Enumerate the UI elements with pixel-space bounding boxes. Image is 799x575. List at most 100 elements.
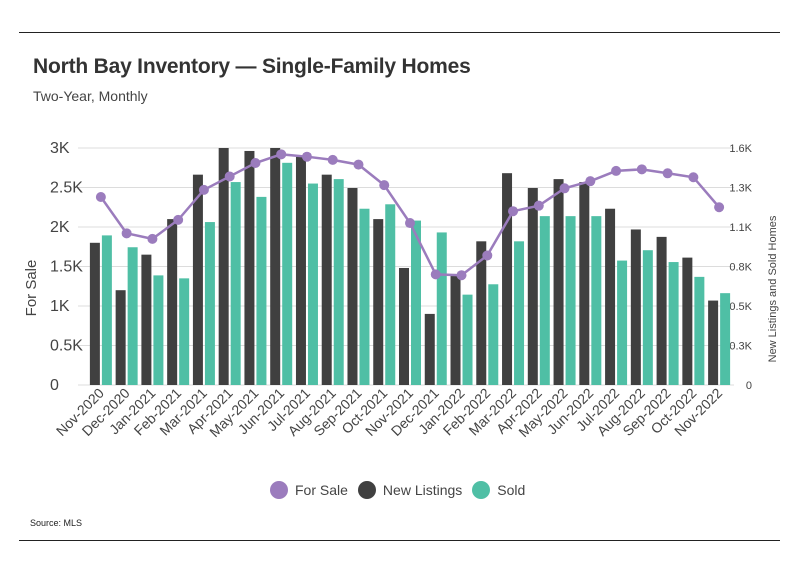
bar-sold bbox=[488, 284, 499, 385]
bar-sold bbox=[179, 278, 190, 385]
y-tick-label: 2.5K bbox=[50, 180, 83, 197]
y-tick-label: 2K bbox=[50, 219, 70, 236]
bar-sold bbox=[411, 220, 421, 385]
bar-new-listings bbox=[141, 254, 152, 385]
point-for-sale bbox=[327, 154, 338, 165]
bar-new-listings bbox=[192, 174, 203, 385]
legend-item-for-sale[interactable]: For Sale bbox=[270, 481, 348, 499]
y2-tick-label: 0 bbox=[746, 380, 752, 392]
point-for-sale bbox=[224, 171, 235, 182]
point-for-sale bbox=[533, 200, 544, 211]
bar-sold bbox=[127, 247, 138, 385]
y2-tick-label: 0.5K bbox=[729, 301, 752, 313]
bar-new-listings bbox=[605, 208, 616, 385]
y2-tick-label: 1.3K bbox=[729, 183, 752, 195]
bar-new-listings bbox=[321, 174, 332, 385]
bar-new-listings bbox=[553, 179, 564, 385]
bar-new-listings bbox=[476, 241, 487, 385]
bar-sold bbox=[720, 293, 731, 385]
bar-new-listings bbox=[502, 173, 513, 385]
point-for-sale bbox=[559, 183, 570, 194]
bar-sold bbox=[462, 294, 473, 385]
point-for-sale bbox=[636, 164, 647, 175]
top-rule bbox=[19, 32, 780, 33]
bar-new-listings bbox=[167, 219, 178, 385]
bar-sold bbox=[642, 250, 653, 385]
bar-sold bbox=[153, 275, 164, 385]
bar-new-listings bbox=[295, 156, 306, 385]
bar-new-listings bbox=[527, 187, 538, 385]
point-for-sale bbox=[405, 218, 415, 229]
bar-new-listings bbox=[244, 150, 255, 385]
y-tick-label: 0 bbox=[50, 377, 59, 394]
bar-sold bbox=[230, 182, 241, 385]
y-axis-title: For Sale bbox=[23, 260, 40, 317]
chart-legend: For Sale New Listings Sold bbox=[270, 478, 535, 502]
y2-tick-label: 1.6K bbox=[729, 143, 752, 155]
point-for-sale bbox=[688, 172, 699, 183]
bar-new-listings bbox=[656, 236, 667, 385]
y2-tick-label: 0.3K bbox=[729, 341, 752, 353]
y2-tick-label: 1.1K bbox=[729, 222, 752, 234]
bar-new-listings bbox=[682, 257, 693, 385]
bar-sold bbox=[668, 262, 679, 385]
point-for-sale bbox=[250, 158, 261, 169]
bar-new-listings bbox=[630, 229, 641, 385]
bar-new-listings bbox=[399, 267, 409, 385]
bar-sold bbox=[385, 204, 396, 385]
bar-new-listings bbox=[347, 187, 358, 385]
point-for-sale bbox=[482, 250, 493, 261]
chart-title: North Bay Inventory — Single-Family Home… bbox=[33, 55, 471, 78]
legend-item-new-listings[interactable]: New Listings bbox=[357, 481, 463, 499]
bar-sold bbox=[204, 222, 215, 385]
point-for-sale bbox=[611, 165, 622, 176]
legend-swatch-new-listings bbox=[357, 481, 376, 499]
bar-sold bbox=[101, 235, 112, 385]
bar-sold bbox=[591, 216, 602, 385]
bar-new-listings bbox=[218, 148, 229, 385]
legend-label-new-listings: New Listings bbox=[382, 482, 463, 498]
bar-sold bbox=[514, 241, 525, 385]
point-for-sale bbox=[198, 184, 209, 195]
bar-new-listings bbox=[424, 313, 435, 385]
bar-sold bbox=[694, 276, 705, 385]
bar-sold bbox=[256, 196, 267, 385]
legend-item-sold[interactable]: Sold bbox=[472, 481, 525, 499]
bar-sold bbox=[436, 232, 447, 385]
bar-sold bbox=[307, 183, 318, 385]
point-for-sale bbox=[430, 269, 441, 280]
point-for-sale bbox=[121, 228, 132, 239]
bottom-rule bbox=[19, 540, 780, 541]
bar-sold bbox=[359, 208, 370, 385]
point-for-sale bbox=[662, 168, 673, 179]
point-for-sale bbox=[147, 233, 158, 244]
point-for-sale bbox=[173, 214, 184, 225]
bar-new-listings bbox=[89, 242, 100, 385]
y-tick-label: 1.5K bbox=[50, 259, 83, 276]
y-tick-label: 0.5K bbox=[50, 338, 83, 355]
point-for-sale bbox=[95, 191, 106, 202]
point-for-sale bbox=[353, 159, 364, 170]
y-tick-label: 1K bbox=[50, 298, 70, 315]
legend-label-for-sale: For Sale bbox=[295, 482, 348, 498]
bar-sold bbox=[539, 216, 550, 385]
bar-new-listings bbox=[708, 300, 719, 385]
bar-new-listings bbox=[373, 219, 384, 385]
y-tick-label: 3K bbox=[50, 140, 70, 157]
bar-sold bbox=[282, 162, 293, 385]
point-for-sale bbox=[508, 206, 519, 217]
bar-new-listings bbox=[450, 275, 461, 385]
point-for-sale bbox=[301, 151, 312, 162]
point-for-sale bbox=[276, 149, 287, 160]
legend-label-sold: Sold bbox=[497, 482, 526, 498]
bar-sold bbox=[617, 260, 628, 385]
bar-new-listings bbox=[270, 148, 281, 385]
legend-swatch-sold bbox=[472, 481, 491, 499]
bar-sold bbox=[333, 179, 344, 385]
bar-new-listings bbox=[579, 182, 590, 385]
legend-swatch-for-sale bbox=[270, 481, 288, 499]
y2-axis-title: New Listings and Sold Homes bbox=[767, 215, 779, 362]
point-for-sale bbox=[585, 176, 596, 187]
bar-sold bbox=[565, 216, 576, 385]
